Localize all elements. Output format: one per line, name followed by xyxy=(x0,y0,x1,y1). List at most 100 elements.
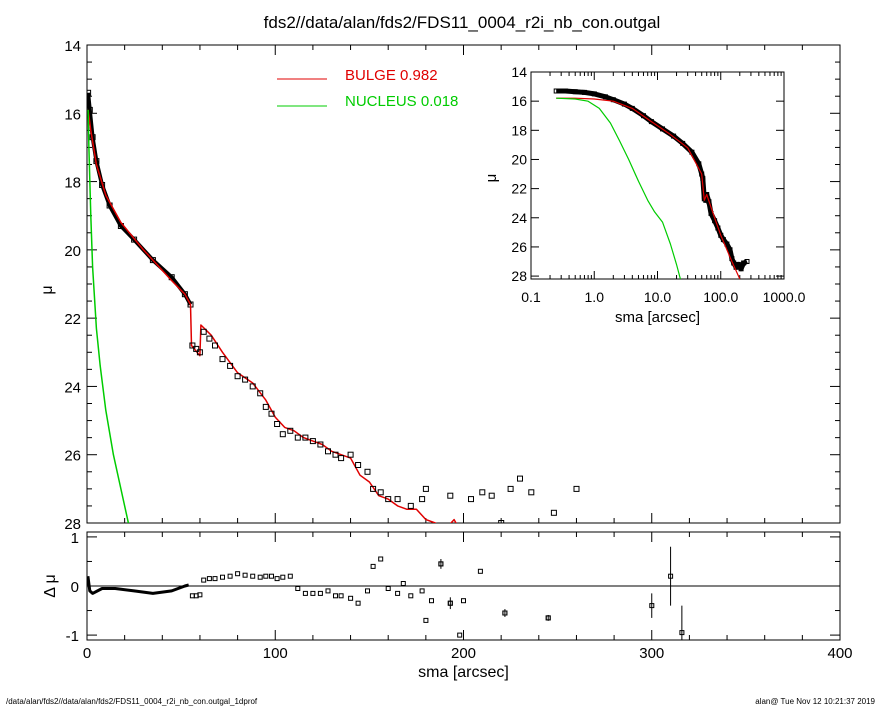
residual-point xyxy=(302,590,308,596)
inset-data-point xyxy=(660,126,665,132)
inset-data-point xyxy=(718,232,724,238)
residual-y-tick-label: 1 xyxy=(71,530,79,547)
residual-x-tick-label: 300 xyxy=(639,645,664,662)
main-y-tick-label: 14 xyxy=(64,38,81,55)
residual-point xyxy=(370,563,376,569)
main-y-axis-label: μ xyxy=(39,285,56,294)
main-data-point xyxy=(498,520,505,523)
main-data-point xyxy=(149,257,156,264)
main-data-point xyxy=(181,291,188,298)
residual-point xyxy=(212,576,218,582)
residual-point xyxy=(317,590,323,596)
residual-point xyxy=(325,588,331,594)
legend-nucleus-label: NUCLEUS 0.018 xyxy=(345,93,458,110)
residual-point xyxy=(338,593,344,599)
residual-point xyxy=(287,573,293,579)
residual-x-tick-label: 200 xyxy=(451,645,476,662)
main-data-point xyxy=(206,335,213,342)
residual-point xyxy=(235,571,241,577)
main-data-point xyxy=(419,496,426,503)
main-data-point xyxy=(422,485,429,492)
residual-point xyxy=(220,574,225,580)
residual-point xyxy=(457,632,463,638)
inset-y-tick-label: 24 xyxy=(511,210,527,226)
inset-log-panel: 0.1 1.0 10.0 100.0 1000.0 14 16 18 20 22 24 26 28 μ sm… xyxy=(483,64,806,326)
main-data-point xyxy=(257,390,264,397)
main-data-point xyxy=(309,438,316,445)
main-data-point xyxy=(279,431,286,438)
inset-data-point xyxy=(641,113,646,119)
inset-data-point xyxy=(602,94,608,100)
main-data-point xyxy=(242,376,249,383)
inset-data-point xyxy=(704,192,710,197)
residual-point xyxy=(477,568,483,574)
residual-point xyxy=(385,586,391,591)
residual-dense-curve xyxy=(87,576,190,595)
main-bulge-line xyxy=(87,109,457,523)
main-data-point xyxy=(550,509,557,516)
residual-point xyxy=(649,603,655,609)
inset-y-axis-label: μ xyxy=(483,174,500,183)
inset-data-point xyxy=(629,105,635,111)
main-data-point xyxy=(488,492,495,499)
main-data-point xyxy=(507,485,514,492)
main-data-point xyxy=(517,475,523,482)
main-data-point xyxy=(249,383,256,390)
residual-point xyxy=(447,600,453,606)
main-y-tick-label: 28 xyxy=(64,516,81,533)
inset-y-tick-label: 18 xyxy=(511,122,527,138)
residual-point xyxy=(263,573,269,579)
main-data-point xyxy=(370,485,377,492)
main-data-point xyxy=(385,496,392,503)
chart-title: fds2//data/alan/fds2/FDS11_0004_r2i_nb_c… xyxy=(264,13,661,32)
residual-point xyxy=(378,556,384,562)
inset-x-tick-label: 1.0 xyxy=(585,289,605,305)
residual-point xyxy=(408,593,414,599)
main-data-point xyxy=(347,451,354,458)
residual-point xyxy=(242,572,248,578)
inset-x-axis-label: sma [arcsec] xyxy=(615,309,700,326)
residual-point xyxy=(274,576,280,582)
main-data-point xyxy=(268,410,275,417)
main-data-point xyxy=(274,421,281,427)
main-profile-panel: 14 16 18 20 22 24 26 28 μ xyxy=(39,38,841,533)
residual-point xyxy=(269,573,274,579)
main-y-tick-label: 22 xyxy=(64,311,81,328)
residual-point xyxy=(438,561,444,567)
main-data-point xyxy=(189,342,196,349)
main-data-point xyxy=(447,492,454,499)
residual-point xyxy=(395,590,401,596)
main-data-point xyxy=(325,448,331,455)
residual-point xyxy=(419,588,425,594)
inset-y-tick-label: 26 xyxy=(511,239,527,255)
main-data-point xyxy=(573,485,580,492)
residual-point xyxy=(355,600,361,606)
residual-point xyxy=(365,588,370,594)
residual-point xyxy=(348,595,354,601)
main-data-point xyxy=(87,89,92,96)
inset-background xyxy=(531,72,784,279)
inset-data-point xyxy=(727,247,733,253)
residual-point xyxy=(679,630,685,636)
main-data-point xyxy=(227,362,234,369)
inset-x-tick-label: 10.0 xyxy=(644,289,671,305)
main-data-point xyxy=(394,496,401,503)
main-y-tick-label: 20 xyxy=(64,243,81,260)
residual-point xyxy=(545,615,551,621)
main-data-point xyxy=(528,489,535,496)
main-data-point xyxy=(87,106,93,113)
main-data-point xyxy=(468,496,474,503)
inset-y-tick-label: 28 xyxy=(511,268,527,284)
inset-y-tick-label: 20 xyxy=(511,151,527,167)
legend-bulge-label: BULGE 0.982 xyxy=(345,67,438,84)
inset-y-tick-label: 16 xyxy=(511,93,527,109)
residual-point xyxy=(502,610,508,616)
main-data-point xyxy=(212,342,218,349)
main-data-point xyxy=(332,451,339,458)
main-data-point xyxy=(131,236,138,243)
main-data-point xyxy=(364,468,371,475)
residual-point xyxy=(227,573,233,579)
residual-point xyxy=(250,573,256,579)
